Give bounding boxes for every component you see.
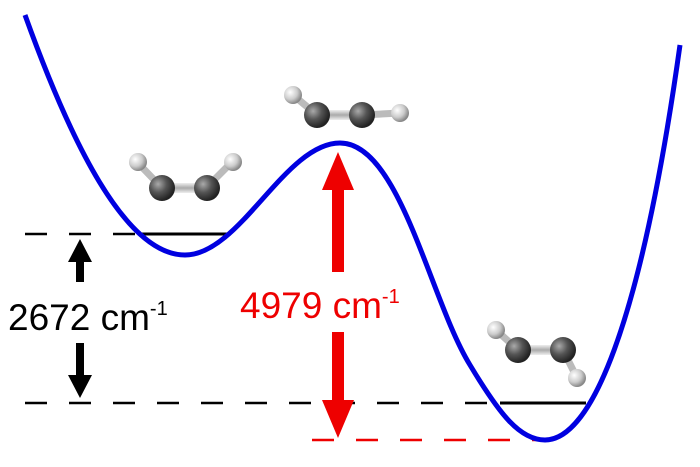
trans-molecule (487, 321, 586, 387)
barrier-energy-arrow (322, 152, 354, 438)
isomerization-energy-arrow (68, 239, 92, 398)
barrier-energy-label: 4979 cm-1 (240, 285, 400, 326)
cis-molecule (129, 153, 242, 201)
arrow-down (322, 332, 354, 438)
arrow-down (68, 343, 92, 398)
arrow-up (68, 239, 92, 282)
transition-state-molecule (284, 86, 409, 128)
potential-energy-curve (22, 14, 683, 443)
arrow-up (322, 152, 354, 272)
isomerization-energy-label: 2672 cm-1 (8, 297, 168, 338)
